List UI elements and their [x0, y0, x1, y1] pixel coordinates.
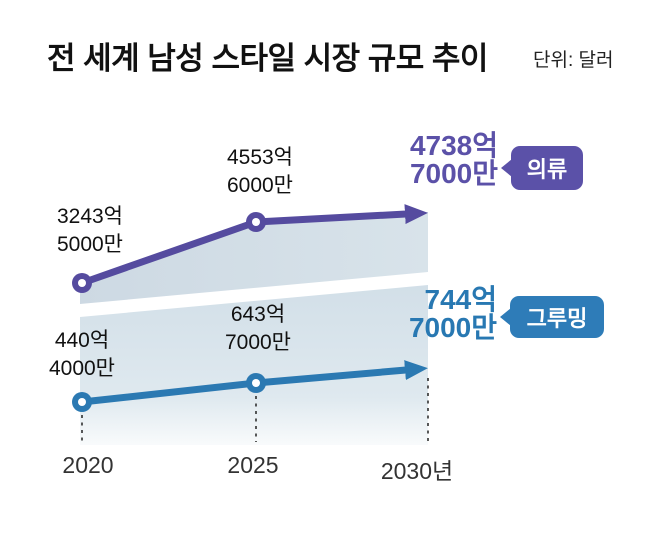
clothing-legend-label: 의류	[526, 157, 568, 182]
grooming-2030-line1: 744억	[424, 284, 497, 315]
grooming-points	[72, 373, 266, 412]
grooming-final-value: 744억 7000만	[369, 286, 497, 342]
clothing-label-2020: 3243억 5000만	[40, 203, 140, 259]
clothing-area-fill	[80, 212, 428, 304]
clothing-point-2020-core	[78, 279, 86, 287]
clothing-2020-line2: 5000만	[56, 233, 124, 256]
unit-label: 단위: 달러	[533, 50, 614, 71]
grooming-legend-label: 그루밍	[526, 306, 588, 331]
grooming-2025-line2: 7000만	[224, 331, 292, 354]
badge-tail-icon	[500, 308, 511, 326]
clothing-points	[72, 212, 266, 293]
clothing-final-value: 4738억 7000만	[370, 132, 498, 188]
grooming-legend-badge: 그루밍	[500, 296, 604, 338]
page-title: 전 세계 남성 스타일 시장 규모 추이	[47, 41, 488, 76]
grooming-2020-line1: 440억	[54, 329, 110, 352]
grooming-label-2020: 440억 4000만	[32, 327, 132, 383]
grooming-label-2025: 643억 7000만	[208, 301, 308, 357]
clothing-label-2025: 4553억 6000만	[210, 144, 310, 200]
x-axis-label-2030: 2030년	[380, 458, 454, 484]
clothing-point-2025-core	[252, 218, 260, 226]
clothing-2030-line2: 7000만	[409, 158, 498, 189]
grooming-point-2025-core	[252, 379, 260, 387]
clothing-2020-line1: 3243억	[56, 205, 124, 228]
clothing-2030-line1: 4738억	[409, 130, 498, 161]
grooming-point-2020-core	[78, 398, 86, 406]
grooming-area-fill	[80, 285, 428, 445]
grooming-2020-line2: 4000만	[48, 357, 116, 380]
clothing-2025-line1: 4553억	[226, 146, 294, 169]
grooming-2030-line2: 7000만	[408, 312, 497, 343]
x-axis-label-2025: 2025	[227, 452, 279, 478]
clothing-2025-line2: 6000만	[226, 174, 294, 197]
grooming-2025-line1: 643억	[230, 303, 286, 326]
badge-tail-icon	[501, 159, 512, 177]
x-axis-label-2020: 2020	[62, 452, 114, 478]
clothing-legend-badge: 의류	[501, 146, 583, 190]
